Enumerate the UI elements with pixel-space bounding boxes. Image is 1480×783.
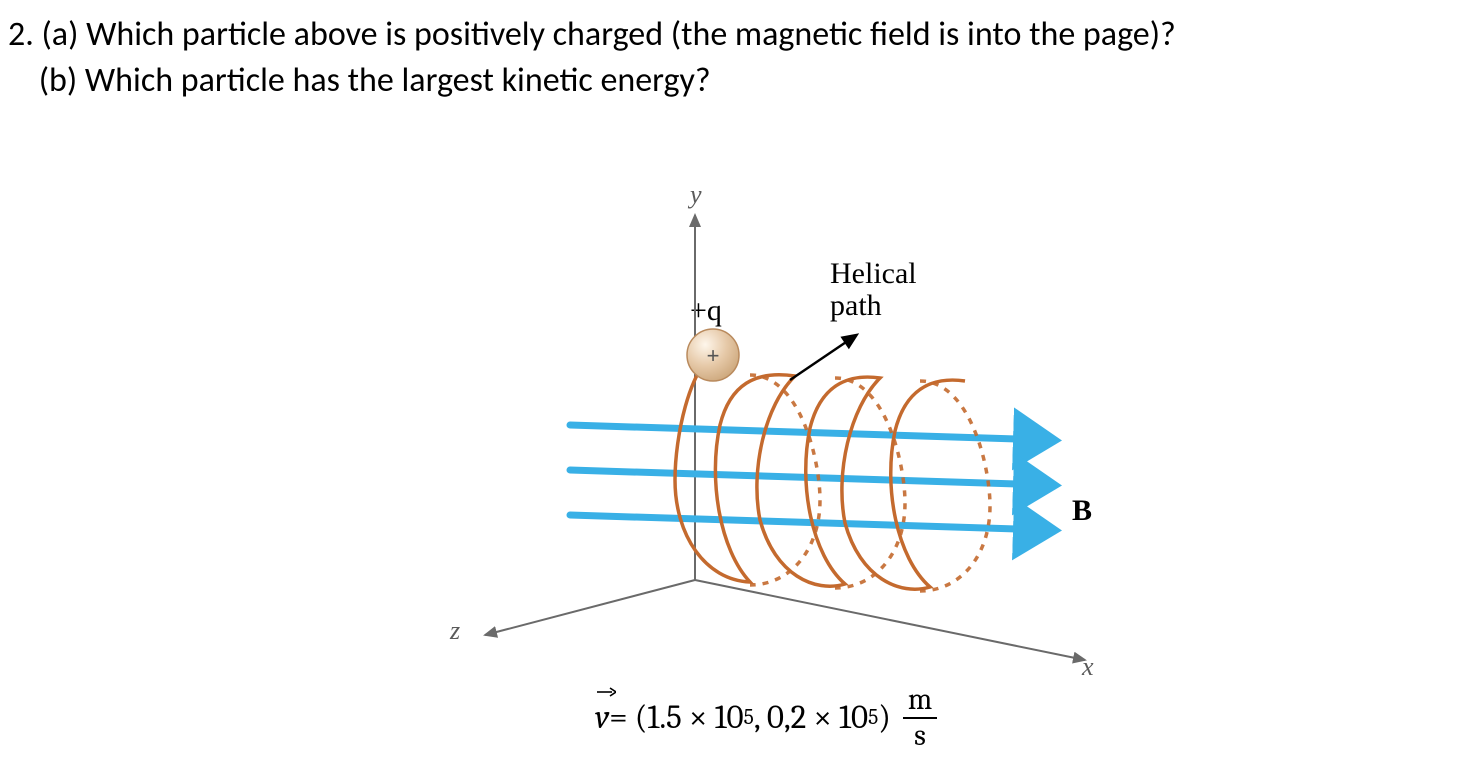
- question-line-a: 2. (a) Which particle above is positivel…: [8, 12, 1472, 58]
- helical-motion-diagram: y x z +q Helical path B: [450, 180, 1150, 780]
- svg-text:+: +: [707, 343, 720, 368]
- question-line-b: (b) Which particle has the largest kinet…: [8, 58, 1472, 104]
- diagram-svg: +: [450, 180, 1150, 700]
- velocity-equation: v = (1.5 × 105, 0,2 × 105) m s: [595, 685, 937, 751]
